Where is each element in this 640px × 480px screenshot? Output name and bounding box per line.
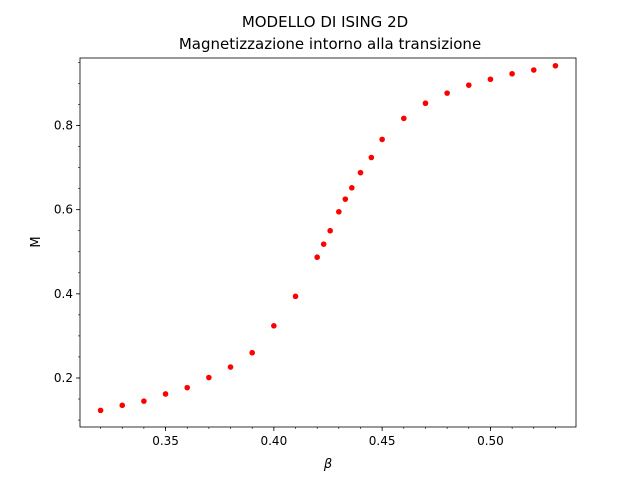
data-point <box>552 62 559 69</box>
data-point <box>349 185 355 191</box>
x-tick-label: 0.50 <box>477 434 504 448</box>
data-point <box>422 100 429 107</box>
data-point <box>184 384 191 391</box>
data-point <box>487 76 494 83</box>
y-tick-label: 0.4 <box>54 287 73 301</box>
chart-title: MODELLO DI ISING 2D <box>242 13 408 31</box>
data-point <box>320 241 327 247</box>
data-point <box>368 154 375 161</box>
data-point <box>162 391 169 397</box>
chart-subtitle: Magnetizzazione intorno alla transizione <box>179 35 481 53</box>
plot-area: 0.35 0.40 0.45 0.50 0.2 0.4 0.6 0.8 <box>54 57 577 448</box>
data-point <box>97 407 104 414</box>
data-point <box>141 398 147 404</box>
data-point <box>336 208 342 215</box>
data-point <box>327 227 333 234</box>
data-point <box>509 70 515 77</box>
data-point <box>379 136 385 143</box>
y-tick-label: 0.6 <box>54 203 73 217</box>
x-axis-label: β <box>323 457 332 472</box>
axis-ticks: 0.35 0.40 0.45 0.50 0.2 0.4 0.6 0.8 <box>54 62 556 448</box>
x-tick-label: 0.45 <box>369 434 396 448</box>
y-axis-label: M <box>29 236 44 247</box>
data-point <box>271 323 277 329</box>
data-point <box>249 349 255 356</box>
data-point <box>401 115 407 122</box>
data-point <box>444 90 450 96</box>
data-point <box>530 67 537 73</box>
data-point <box>227 364 234 370</box>
data-point <box>342 196 349 202</box>
data-point <box>292 293 299 300</box>
x-tick-label: 0.40 <box>260 434 287 448</box>
y-tick-label: 0.8 <box>54 119 73 133</box>
plot-frame <box>79 57 577 428</box>
y-tick-label: 0.2 <box>54 371 73 385</box>
data-point <box>465 82 472 88</box>
data-points <box>97 62 559 414</box>
data-point <box>119 402 126 409</box>
data-point <box>357 169 364 176</box>
data-point <box>314 254 320 261</box>
data-point <box>206 374 212 381</box>
x-tick-label: 0.35 <box>152 434 179 448</box>
